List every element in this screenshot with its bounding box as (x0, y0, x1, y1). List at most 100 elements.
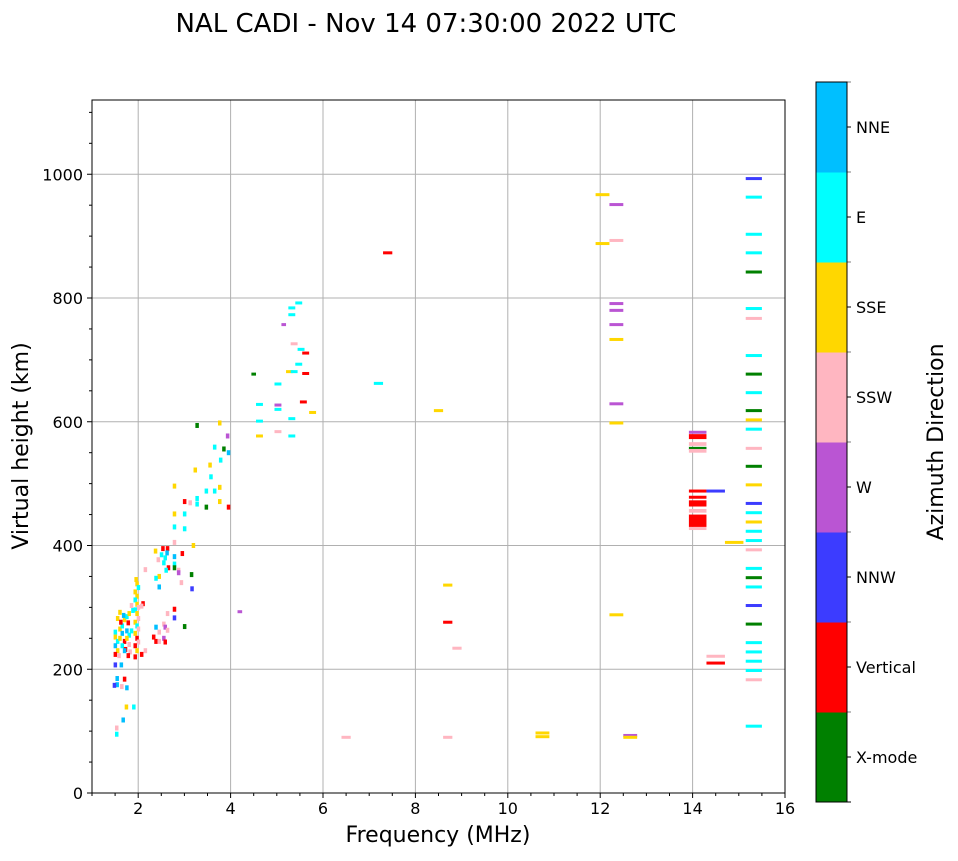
echo-segment-sse (535, 731, 550, 735)
echo-cell-sse (153, 548, 158, 554)
echo-segment-e (745, 354, 762, 358)
echo-segment-e (288, 313, 296, 317)
echo-segment-nnw (745, 177, 762, 181)
echo-cell-ssw (136, 604, 141, 610)
colorbar-swatch-sse (816, 262, 847, 353)
echo-segment-w (623, 733, 638, 737)
echo-segment-x-mode (745, 409, 762, 413)
echo-segment-vertical (302, 371, 310, 375)
echo-cell-vertical (135, 635, 139, 641)
echo-cell-e (133, 597, 137, 603)
echo-cell-nne (120, 630, 125, 636)
echo-segment-w (688, 430, 707, 434)
echo-segment-ssw (706, 654, 725, 658)
echo-cell-ssw (136, 639, 141, 645)
echo-cell-vertical (119, 619, 123, 625)
echo-cell-sse (172, 511, 177, 517)
echo-cell-e (209, 474, 213, 480)
echo-segment-e (745, 529, 762, 533)
echo-cell-nne (121, 717, 125, 723)
echo-cell-ssw (127, 642, 131, 647)
echo-segment-sse (609, 613, 624, 617)
colorbar-label-ssw: SSW (856, 388, 892, 407)
echo-cell-ssw (162, 621, 166, 627)
echo-block-vertical (688, 434, 707, 440)
echo-segment-e (297, 347, 305, 351)
echo-cell-e (136, 585, 141, 591)
colorbar: X-mode Vertical NNW W SSW SSE E NNE (815, 81, 917, 803)
echo-segment-sse (443, 583, 453, 587)
x-tick-label: 4 (226, 799, 236, 818)
echo-cell-e (195, 501, 199, 507)
colorbar-label-w: W (856, 478, 872, 497)
echo-segment-x-mode (745, 270, 762, 274)
echo-cell-e (164, 567, 168, 573)
echo-cell-e (129, 628, 134, 634)
echo-segment-e (745, 251, 762, 255)
echo-cell-e (182, 526, 187, 532)
axis-ticks: 2 4 6 8 10 12 14 16 0 200 400 600 800 1000 (42, 111, 795, 818)
chart-title: NAL CADI - Nov 14 07:30:00 2022 UTC (176, 9, 677, 39)
echo-segment-w (281, 323, 287, 327)
echo-segment-nnw (706, 489, 725, 493)
echo-segment-sse (609, 337, 624, 341)
y-axis-label: Virtual height (km) (9, 342, 34, 549)
echo-cell-ssw (128, 649, 132, 655)
echo-cell-w (163, 624, 167, 630)
colorbar-label-e: E (856, 208, 866, 227)
echo-segment-x-mode (745, 372, 762, 376)
echo-cell-e (135, 623, 139, 629)
echo-cell-vertical (133, 643, 137, 649)
echo-cell-nne (125, 628, 129, 634)
echo-cell-nnw (113, 662, 118, 668)
y-tick-label: 600 (52, 413, 83, 432)
echo-cell-sse (133, 589, 137, 595)
echo-cell-e (125, 614, 129, 620)
echo-cell-ssw (136, 626, 141, 632)
echo-cell-ssw (179, 580, 184, 586)
echo-segment-w (609, 203, 624, 207)
echo-cell-ssw (129, 603, 134, 609)
echo-segment-e (288, 306, 296, 310)
echo-segment-w (609, 302, 624, 306)
echo-segment-ssw (745, 548, 762, 552)
echo-segment-w (609, 402, 624, 406)
y-tick-label: 400 (52, 537, 83, 556)
echo-cell-ssw (156, 557, 161, 563)
echo-cell-vertical (126, 620, 131, 626)
data-marks (112, 177, 762, 739)
echo-cell-e (182, 511, 187, 517)
echo-cell-sse (125, 635, 129, 641)
echo-segment-ssw (745, 678, 762, 682)
echo-cell-ssw (117, 653, 121, 659)
echo-segment-e (745, 195, 762, 199)
echo-cell-e (163, 555, 167, 561)
echo-segment-e (745, 391, 762, 395)
grid-lines (92, 100, 785, 793)
echo-segment-nnw (745, 604, 762, 608)
echo-segment-e (373, 381, 384, 385)
echo-cell-e (212, 488, 217, 494)
echo-segment-sse (609, 421, 624, 425)
echo-cell-vertical (126, 653, 131, 659)
colorbar-frame (815, 81, 848, 803)
x-tick-label: 16 (775, 799, 795, 818)
echo-cell-ssw (157, 629, 161, 635)
echo-segment-sse (745, 418, 762, 422)
echo-segment-x-mode (745, 464, 762, 468)
echo-cell-nne (157, 584, 161, 590)
echo-segment-ssw (609, 238, 624, 242)
echo-cell-vertical (122, 676, 127, 682)
echo-segment-vertical (302, 351, 310, 355)
echo-segment-vertical (299, 400, 307, 404)
colorbar-swatch-w (816, 442, 847, 533)
echo-cell-e (127, 632, 131, 638)
echo-segment-e (745, 427, 762, 431)
colorbar-swatch-nne (816, 82, 847, 173)
echo-cell-vertical (165, 546, 170, 552)
echo-cell-nne (115, 676, 119, 682)
plot-frame (91, 99, 786, 794)
y-tick-label: 800 (52, 289, 83, 308)
echo-segment-ssw (452, 646, 462, 650)
echo-cell-nnw (172, 615, 177, 621)
